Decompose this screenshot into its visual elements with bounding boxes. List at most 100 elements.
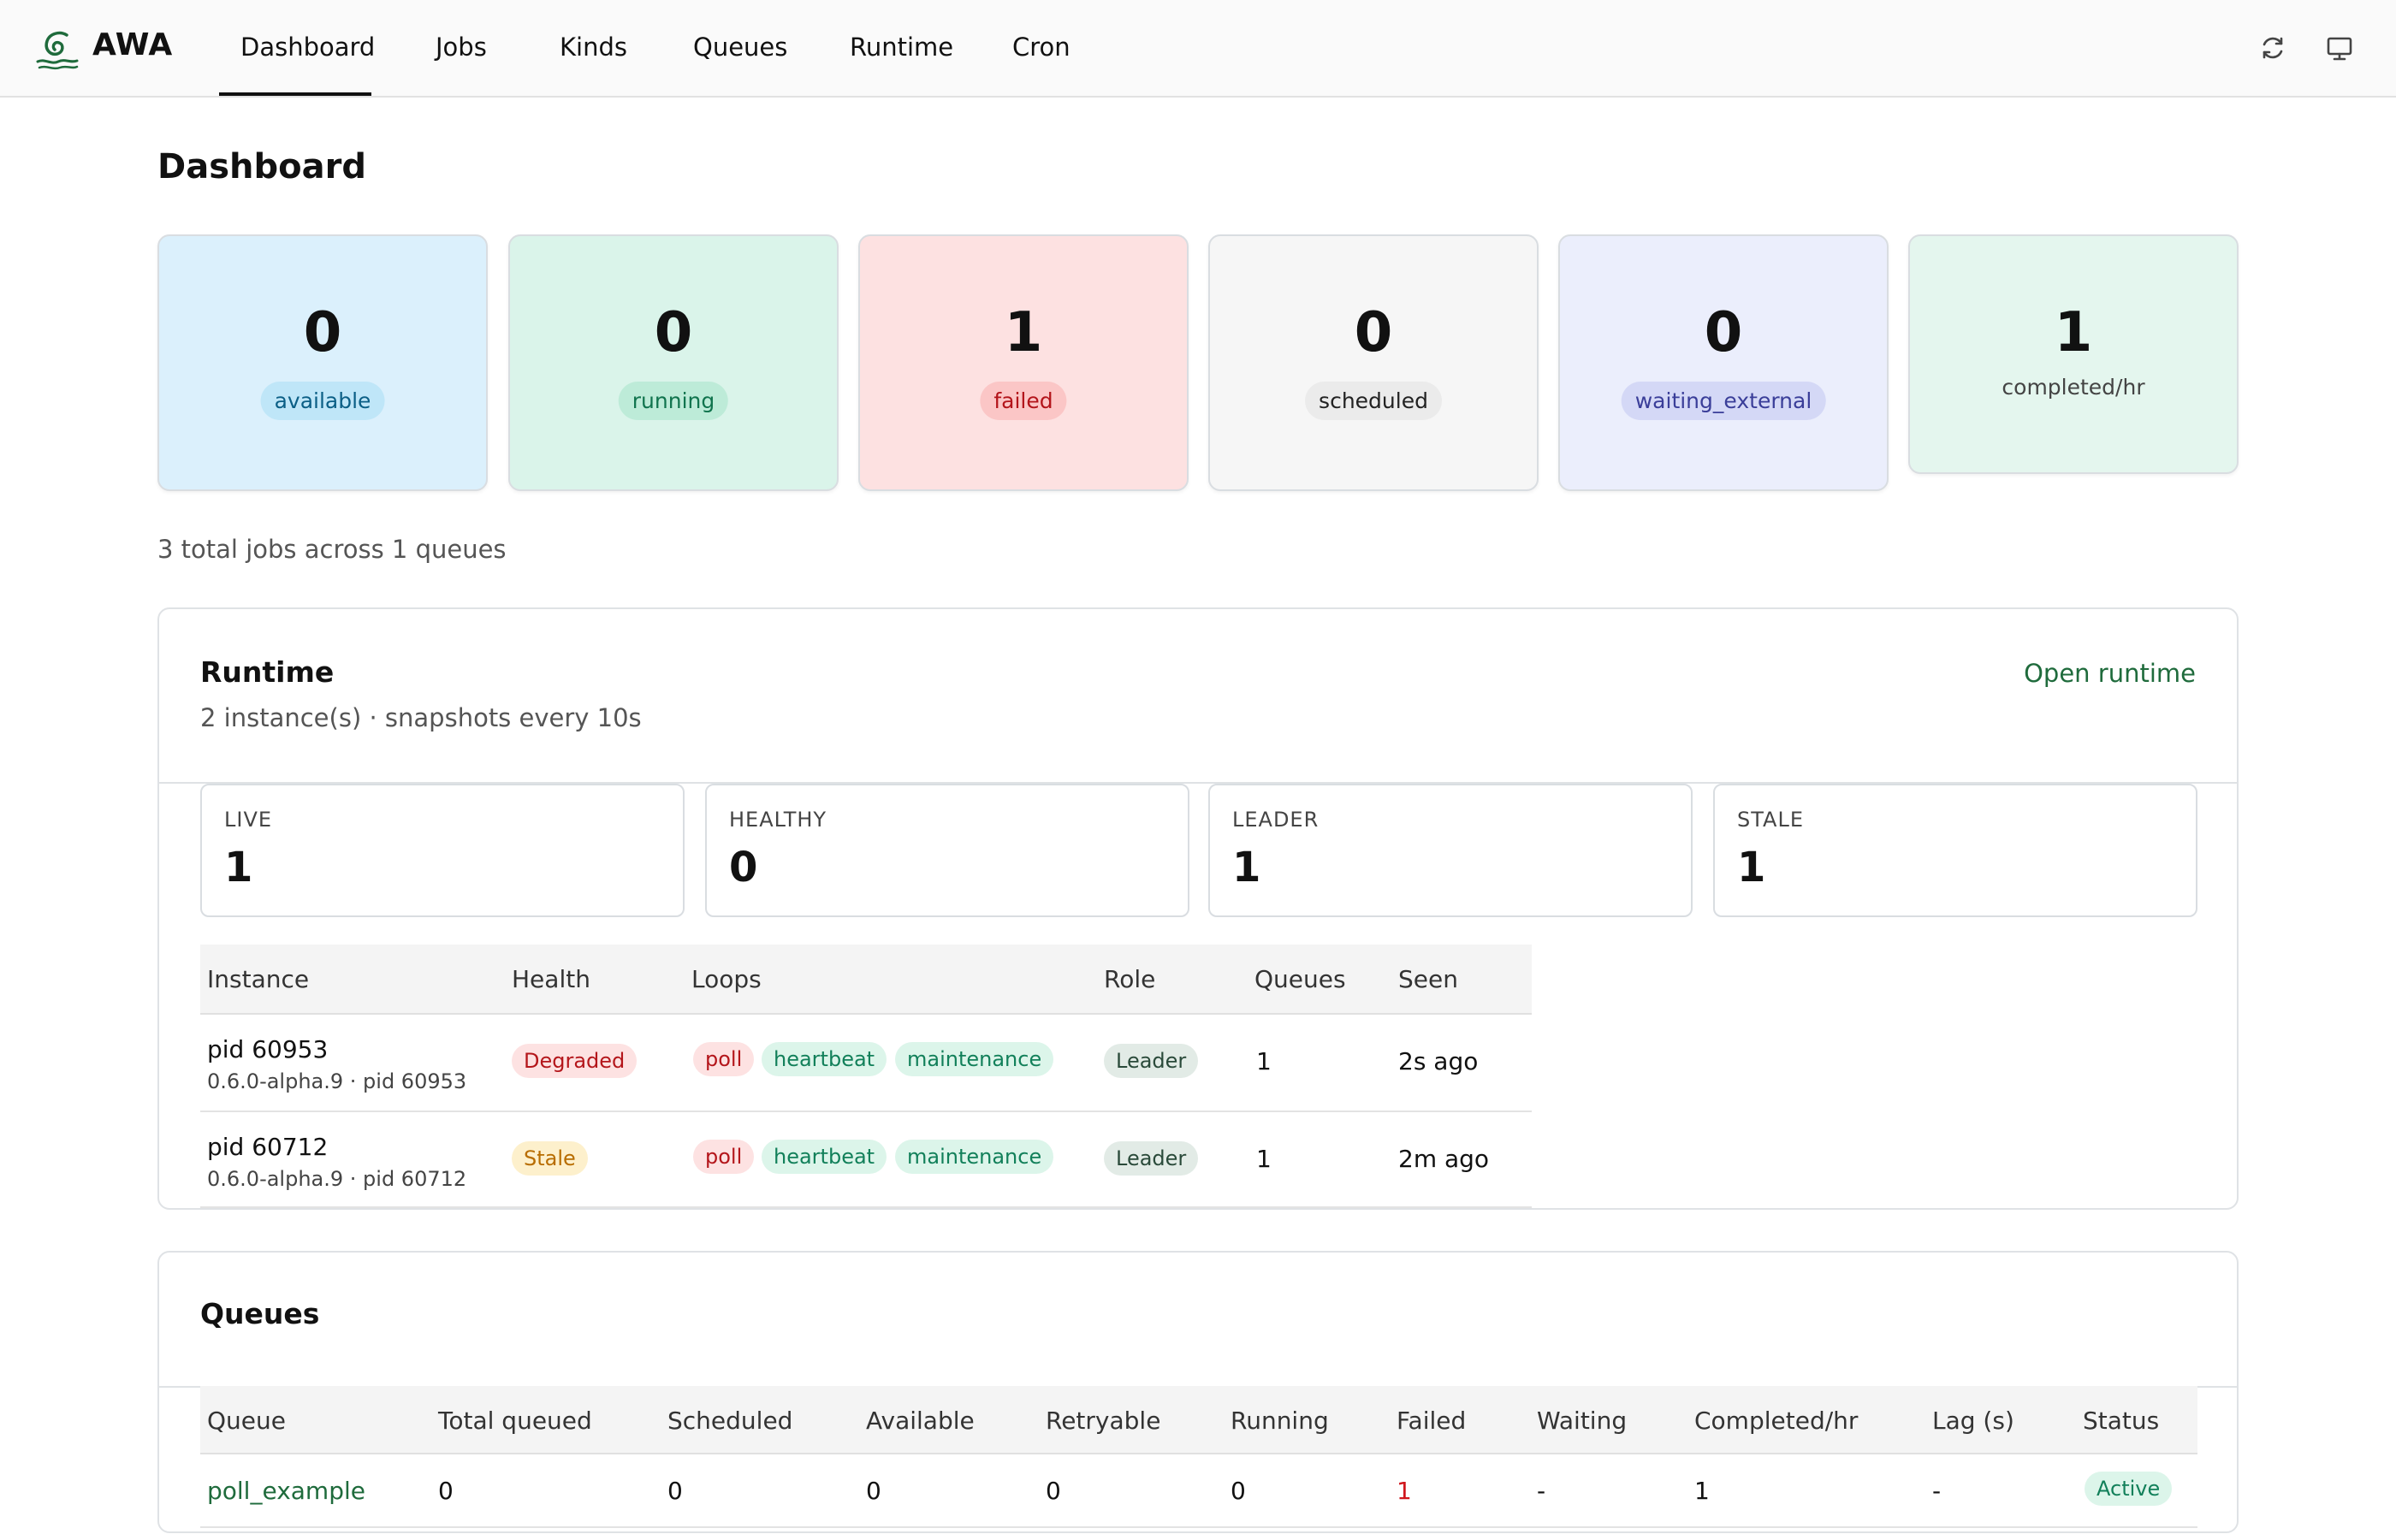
- page-title: Dashboard: [157, 147, 366, 187]
- queue-total: 0: [438, 1477, 454, 1505]
- queues-panel: Queues Queue Total queued Scheduled Avai…: [157, 1251, 2239, 1533]
- status-pill: available: [260, 382, 385, 420]
- queue-failed: 1: [1397, 1477, 1412, 1505]
- instance-seen: 2s ago: [1398, 1047, 1479, 1075]
- metric-value: 0: [729, 844, 758, 891]
- col-retryable: Retryable: [1046, 1407, 1161, 1435]
- nav-kinds[interactable]: Kinds: [560, 33, 627, 62]
- runtime-title: Runtime: [200, 655, 335, 689]
- metric-label: LEADER: [1232, 808, 1320, 832]
- stat-card-waiting-external[interactable]: 0 waiting_external: [1558, 234, 1889, 491]
- brand-name[interactable]: AWA: [92, 27, 173, 62]
- top-navbar: AWA Dashboard Jobs Kinds Queues Runtime …: [0, 0, 2396, 98]
- queues-title: Queues: [200, 1297, 320, 1330]
- row-divider: [200, 1526, 2197, 1528]
- metric-value: 1: [1737, 844, 1766, 891]
- jobs-summary: 3 total jobs across 1 queues: [157, 535, 507, 564]
- stat-value: 0: [1704, 301, 1743, 364]
- col-instance: Instance: [207, 965, 310, 993]
- col-waiting: Waiting: [1537, 1407, 1628, 1435]
- queue-completed: 1: [1694, 1477, 1710, 1505]
- instances-table-header: Instance Health Loops Role Queues Seen: [200, 945, 1532, 1015]
- col-available: Available: [866, 1407, 975, 1435]
- loop-badge: maintenance: [895, 1140, 1054, 1174]
- instance-name: pid 60712: [207, 1133, 329, 1161]
- col-queues: Queues: [1254, 965, 1346, 993]
- loop-badge: poll: [693, 1042, 755, 1076]
- queue-status-badge: Active: [2085, 1472, 2173, 1506]
- status-pill: failed: [980, 382, 1067, 420]
- col-scheduled: Scheduled: [667, 1407, 793, 1435]
- metric-label: HEALTHY: [729, 808, 827, 832]
- nav-queues[interactable]: Queues: [693, 33, 788, 62]
- open-runtime-link[interactable]: Open runtime: [2024, 659, 2196, 688]
- stat-value: 0: [654, 301, 693, 364]
- loop-badge: heartbeat: [762, 1140, 887, 1174]
- metric-stale: STALE 1: [1713, 784, 2197, 917]
- health-badge: Stale: [512, 1141, 588, 1176]
- stat-card-completed-hr[interactable]: 1 completed/hr: [1908, 234, 2239, 474]
- col-completed-hr: Completed/hr: [1694, 1407, 1859, 1435]
- stat-card-scheduled[interactable]: 0 scheduled: [1208, 234, 1539, 491]
- metric-leader: LEADER 1: [1208, 784, 1693, 917]
- stat-label: completed/hr: [2002, 375, 2145, 400]
- col-lag: Lag (s): [1932, 1407, 2014, 1435]
- instance-detail: 0.6.0-alpha.9 · pid 60953: [207, 1069, 467, 1093]
- instance-queues: 1: [1256, 1047, 1272, 1075]
- monitor-icon[interactable]: [2322, 31, 2357, 65]
- refresh-icon[interactable]: [2256, 31, 2290, 65]
- col-seen: Seen: [1398, 965, 1458, 993]
- metric-label: STALE: [1737, 808, 1804, 832]
- col-status: Status: [2083, 1407, 2160, 1435]
- col-running: Running: [1231, 1407, 1329, 1435]
- col-health: Health: [512, 965, 590, 993]
- col-role: Role: [1104, 965, 1156, 993]
- queues-table-header: Queue Total queued Scheduled Available R…: [200, 1386, 2197, 1454]
- queue-scheduled: 0: [667, 1477, 683, 1505]
- metric-live: LIVE 1: [200, 784, 685, 917]
- queue-available: 0: [866, 1477, 881, 1505]
- queue-waiting: -: [1537, 1477, 1546, 1505]
- stat-value: 0: [303, 301, 342, 364]
- metric-label: LIVE: [224, 808, 273, 832]
- awa-logo-icon[interactable]: [33, 24, 80, 72]
- loop-badge: maintenance: [895, 1042, 1054, 1076]
- runtime-panel: Runtime 2 instance(s) · snapshots every …: [157, 607, 2239, 1210]
- role-badge: Leader: [1104, 1044, 1199, 1078]
- stat-card-failed[interactable]: 1 failed: [858, 234, 1189, 491]
- stat-value: 1: [1004, 301, 1043, 364]
- nav-dashboard[interactable]: Dashboard: [240, 33, 376, 62]
- stat-card-running[interactable]: 0 running: [508, 234, 839, 491]
- loop-badge: poll: [693, 1140, 755, 1174]
- runtime-subtitle: 2 instance(s) · snapshots every 10s: [200, 703, 642, 732]
- col-queue: Queue: [207, 1407, 286, 1435]
- active-tab-indicator: [219, 92, 371, 96]
- row-divider: [200, 1111, 1532, 1112]
- health-badge: Degraded: [512, 1044, 638, 1078]
- col-loops: Loops: [691, 965, 762, 993]
- metric-healthy: HEALTHY 0: [705, 784, 1189, 917]
- instance-queues: 1: [1256, 1145, 1272, 1173]
- queue-name-link[interactable]: poll_example: [207, 1477, 365, 1505]
- instance-name: pid 60953: [207, 1035, 329, 1063]
- row-divider: [200, 1206, 1532, 1208]
- status-pill: scheduled: [1305, 382, 1442, 420]
- role-badge: Leader: [1104, 1141, 1199, 1176]
- col-failed: Failed: [1397, 1407, 1467, 1435]
- status-pill: waiting_external: [1621, 382, 1826, 420]
- stat-value: 1: [2054, 301, 2093, 364]
- instance-seen: 2m ago: [1398, 1145, 1490, 1173]
- status-pill: running: [618, 382, 729, 420]
- queue-lag: -: [1932, 1477, 1942, 1505]
- nav-cron[interactable]: Cron: [1012, 33, 1070, 62]
- nav-runtime[interactable]: Runtime: [850, 33, 954, 62]
- queue-retryable: 0: [1046, 1477, 1061, 1505]
- stat-value: 0: [1354, 301, 1393, 364]
- metric-value: 1: [1232, 844, 1261, 891]
- runtime-divider: [159, 782, 2237, 784]
- loop-badge: heartbeat: [762, 1042, 887, 1076]
- stat-card-available[interactable]: 0 available: [157, 234, 488, 491]
- nav-jobs[interactable]: Jobs: [436, 33, 487, 62]
- metric-value: 1: [224, 844, 253, 891]
- instance-detail: 0.6.0-alpha.9 · pid 60712: [207, 1167, 467, 1191]
